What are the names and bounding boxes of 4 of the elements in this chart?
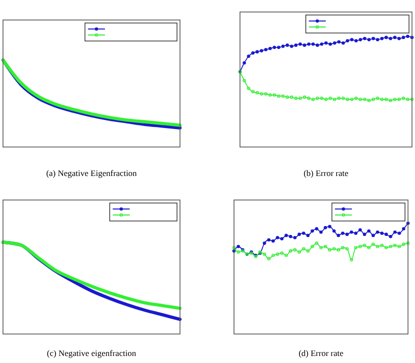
text: (d) Error rate [298,348,344,358]
text: (a) Negative Eigenfraction [46,168,138,178]
text: (c) Negative eigenfraction [46,348,137,358]
text: (b) Error rate [304,168,349,178]
